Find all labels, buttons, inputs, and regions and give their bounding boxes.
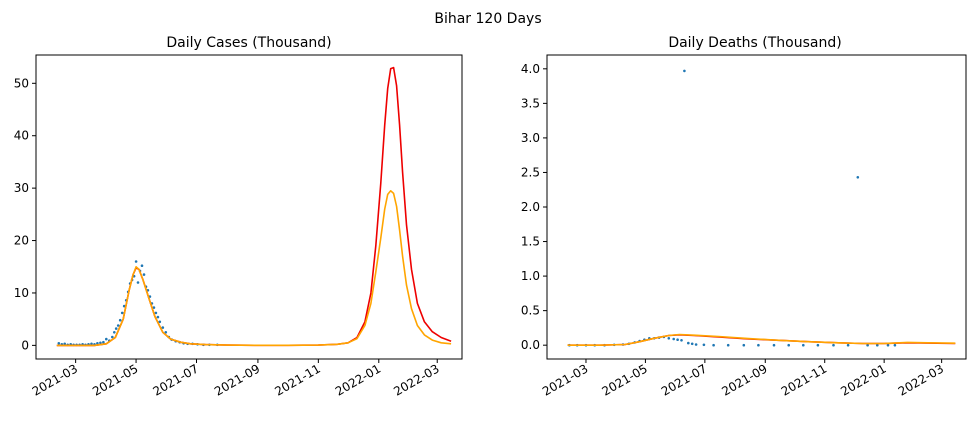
x-tick-label-daily-deaths: 2021-07 [659,361,709,398]
observed-point-daily-deaths [832,343,835,347]
x-tick-label-daily-deaths: 2021-09 [719,361,769,398]
observed-point-daily-cases [90,342,93,346]
axes-frame-daily-cases [35,54,463,360]
observed-point-daily-deaths [772,343,776,347]
x-tick-label-daily-cases: 2021-07 [151,361,201,398]
observed-point-daily-cases [63,342,66,346]
observed-point-daily-deaths [856,176,860,179]
observed-point-daily-deaths [893,343,897,347]
y-tick-label-daily-deaths: 0.5 [521,304,540,318]
observed-point-daily-cases [113,331,116,334]
x-tick-label-daily-deaths: 2021-11 [779,361,829,398]
observed-point-daily-cases [158,320,162,324]
observed-point-daily-deaths [876,343,879,347]
chart-daily-deaths: Daily Deaths (Thousand) 0.0 0.5 1.0 1.5 2.0 2… [521,35,967,399]
x-tick-label-daily-deaths: 2021-05 [599,361,649,398]
observed-point-daily-cases [105,337,108,341]
observed-point-daily-cases [118,318,122,322]
y-tick-label-daily-deaths: 1.5 [521,235,540,249]
plot-area-daily-cases: 0 10 20 30 40 50 2021-03 2021-05 2021-07 2021-09 2… [14,66,452,399]
observed-point-daily-deaths [694,343,698,346]
model-curve-daily-cases-1 [56,190,452,347]
observed-point-daily-cases [99,341,102,345]
x-tick-label-daily-deaths: 2022-01 [838,361,888,398]
observed-point-daily-deaths [726,343,730,347]
x-tick-label-daily-cases: 2022-03 [391,361,441,398]
observed-point-daily-cases [57,342,61,345]
model-curve-daily-deaths-1 [567,333,956,347]
observed-point-daily-cases [140,264,144,268]
chart-daily-cases: Daily Cases (Thousand) 0 10 20 30 40 50 2021-0… [14,35,463,399]
observed-point-daily-cases [120,311,124,315]
x-tick-label-daily-cases: 2021-11 [272,361,322,398]
observed-point-daily-deaths [787,343,790,347]
observed-point-daily-deaths [683,69,686,73]
y-tick-label-daily-cases: 50 [14,76,29,90]
figure-suptitle: Bihar 120 Days [434,11,541,27]
y-tick-label-daily-cases: 10 [14,286,29,300]
x-tick-label-daily-cases: 2021-03 [30,361,80,398]
observed-point-daily-cases [152,306,156,309]
axes-frame-daily-deaths [546,54,967,360]
observed-point-daily-deaths [687,341,690,345]
observed-point-daily-cases [102,340,105,344]
observed-point-daily-deaths [672,337,675,341]
model-curve-daily-cases-0 [56,66,452,347]
observed-point-daily-cases [111,335,114,339]
observed-point-daily-deaths [702,343,706,347]
y-tick-label-daily-deaths: 3.0 [521,131,540,145]
observed-point-daily-cases [164,331,168,334]
observed-point-daily-cases [156,315,160,319]
chart-title-daily-cases: Daily Cases (Thousand) [166,35,331,51]
observed-point-daily-deaths [886,343,890,347]
observed-point-daily-deaths [676,338,679,342]
observed-point-daily-cases [134,260,138,263]
y-tick-label-daily-deaths: 3.5 [521,96,540,110]
observed-point-daily-cases [142,273,146,276]
observed-point-daily-deaths [690,342,694,346]
x-tick-label-daily-deaths: 2021-03 [540,361,590,398]
chart-title-daily-deaths: Daily Deaths (Thousand) [668,35,841,51]
observed-point-daily-cases [136,281,140,284]
y-tick-label-daily-cases: 20 [14,234,29,248]
observed-point-daily-cases [116,324,120,327]
observed-point-daily-deaths [742,343,746,347]
y-tick-label-daily-deaths: 2.0 [521,200,540,214]
y-tick-label-daily-cases: 0 [21,338,29,352]
x-tick-label-daily-cases: 2021-09 [212,361,262,398]
observed-point-daily-deaths [757,343,760,347]
x-tick-label-daily-deaths: 2022-03 [896,361,946,398]
observed-point-daily-deaths [846,343,850,347]
observed-point-daily-deaths [816,343,820,347]
x-tick-label-daily-cases: 2022-01 [333,361,383,398]
y-tick-label-daily-deaths: 0.0 [521,338,540,352]
y-tick-label-daily-deaths: 4.0 [521,62,540,76]
observed-point-daily-deaths [680,339,683,342]
y-tick-label-daily-deaths: 1.0 [521,269,540,283]
y-tick-label-daily-cases: 40 [14,129,29,143]
observed-point-daily-deaths [667,337,671,340]
observed-point-daily-deaths [802,343,805,347]
observed-point-daily-cases [122,304,126,308]
observed-point-daily-deaths [712,343,715,347]
observed-point-daily-cases [154,311,158,315]
x-tick-label-daily-cases: 2021-05 [90,361,140,398]
observed-point-daily-cases [96,342,99,345]
observed-point-daily-cases [161,326,165,329]
y-tick-label-daily-cases: 30 [14,181,29,195]
observed-point-daily-cases [114,327,118,330]
y-tick-label-daily-deaths: 2.5 [521,165,540,179]
observed-point-daily-deaths [866,343,869,347]
